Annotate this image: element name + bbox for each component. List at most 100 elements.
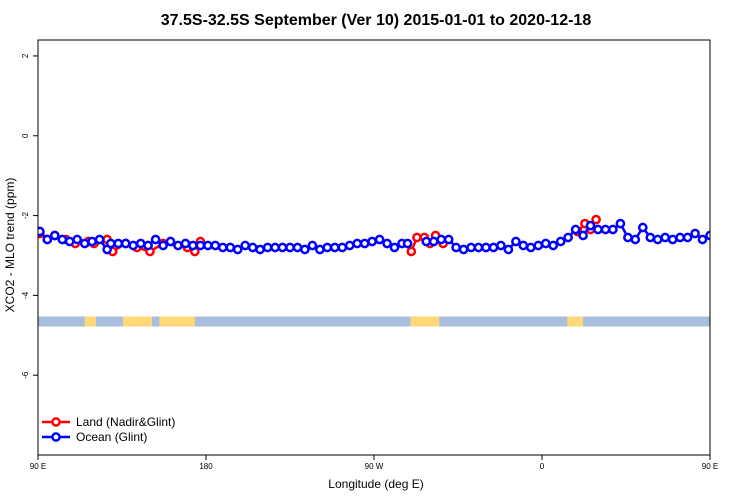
series-1-point [87, 236, 97, 247]
series-1-point [608, 224, 618, 235]
x-tick-label-0: 90 E [30, 462, 46, 471]
series-1-point [511, 236, 521, 247]
x-axis-label: Longitude (deg E) [328, 477, 423, 491]
series-1-point [652, 234, 663, 245]
y-tick-label-3: -4 [21, 291, 30, 299]
map-ocean [38, 316, 710, 327]
series-1-point [188, 240, 198, 251]
plot-series [38, 214, 710, 257]
series-1-point [645, 232, 656, 243]
map-strip [38, 316, 710, 327]
series-1-point [285, 242, 295, 253]
series-1-point [255, 244, 265, 255]
legend-marker-0 [51, 417, 61, 427]
series-1-point [428, 236, 439, 247]
series-1-point [322, 242, 333, 253]
legend-marker-1 [51, 432, 61, 442]
series-1-point [473, 242, 484, 253]
series-1-point [344, 240, 355, 251]
series-1-point [359, 238, 370, 249]
y-axis-label: XCO2 - MLO trend (ppm) [3, 178, 17, 313]
series-1-point [481, 242, 491, 253]
series-1-point [488, 242, 499, 253]
series-1-point [135, 238, 146, 249]
series-1-point [315, 244, 325, 255]
series-1-point [158, 240, 168, 251]
series-1-point [578, 230, 588, 241]
series-1-point [49, 230, 60, 241]
legend: Land (Nadir&Glint)Ocean (Glint) [42, 415, 175, 444]
legend-label-0: Land (Nadir&Glint) [76, 415, 175, 429]
map-land-3 [410, 316, 440, 327]
series-1-point [307, 240, 318, 251]
series-1-point [682, 232, 693, 243]
series-0-point [591, 214, 601, 225]
series-1-point [72, 234, 83, 245]
series-1-point [128, 240, 139, 251]
series-1-point [585, 220, 596, 231]
series-1-point [367, 236, 377, 247]
series-1-point [548, 240, 559, 251]
series-1-point [232, 244, 243, 255]
series-1-point [38, 226, 45, 237]
x-tick-label-1: 180 [199, 462, 213, 471]
y-tick-label-0: 2 [21, 53, 30, 58]
map-land-4 [567, 316, 584, 327]
y-tick-label-4: -6 [21, 371, 30, 379]
series-1-point [496, 240, 506, 251]
series-1-point [195, 240, 206, 251]
series-1-point [451, 242, 461, 253]
series-1-point [503, 244, 514, 255]
series-0-point [406, 246, 417, 257]
series-1-point [79, 238, 90, 249]
series-1-point [443, 234, 454, 245]
series-1-point [593, 224, 603, 235]
x-tick-label-4: 90 E [702, 462, 718, 471]
series-1 [38, 218, 710, 255]
series-1-point [173, 240, 183, 251]
map-land-2 [159, 316, 195, 327]
series-1-point [247, 242, 258, 253]
map-land-1 [122, 316, 152, 327]
series-1-point [690, 228, 700, 239]
x-tick-label-2: 90 W [365, 462, 384, 471]
map-land-0 [84, 316, 96, 327]
x-tick-label-3: 0 [540, 462, 545, 471]
series-1-point [352, 238, 363, 249]
series-1-point [540, 238, 551, 249]
series-1-point [630, 234, 641, 245]
series-1-point [402, 238, 413, 249]
series-1-point [466, 242, 476, 253]
series-1-point [436, 234, 447, 245]
series-1-point [533, 240, 544, 251]
series-1-point [150, 234, 161, 245]
series-1-point [637, 222, 648, 233]
chart-title: 37.5S-32.5S September (Ver 10) 2015-01-0… [161, 12, 592, 29]
series-1-point [660, 232, 671, 243]
legend-label-1: Ocean (Glint) [76, 430, 147, 444]
series-1-point [563, 232, 573, 243]
series-1-point [667, 234, 678, 245]
series-1-point [105, 238, 116, 249]
series-1-point [64, 236, 75, 247]
series-0-point [412, 232, 422, 243]
x-axis: 90 E 180 90 W 0 90 E [30, 455, 718, 471]
series-1-point [337, 242, 348, 253]
series-1-point [458, 244, 469, 255]
series-1-point [421, 236, 432, 247]
series-1-point [300, 244, 310, 255]
series-1-point [270, 242, 280, 253]
series-1-point [570, 224, 581, 235]
series-1-point [623, 232, 633, 243]
series-1-point [165, 236, 176, 247]
series-1-point [292, 242, 303, 253]
series-1-point [94, 234, 105, 245]
series-1-point [120, 238, 131, 249]
series-1-point [113, 238, 124, 249]
series-1-point [225, 242, 236, 253]
series-1-point [615, 218, 626, 229]
series-1-point [374, 234, 385, 245]
series-1-point [555, 236, 566, 247]
